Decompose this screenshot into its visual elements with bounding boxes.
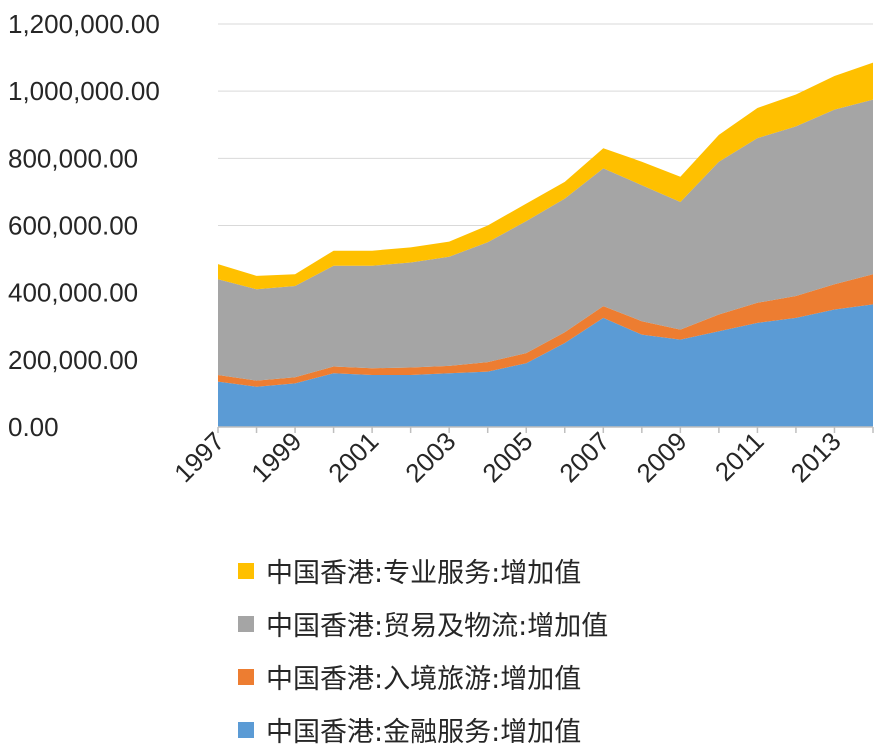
legend-label: 中国香港:金融服务:增加值 [266,717,582,748]
legend: 中国香港:专业服务:增加值 中国香港:贸易及物流:增加值 中国香港:入境旅游:增加值… [238,544,608,756]
axes [217,426,874,433]
x-tick-label: 1999 [245,426,307,488]
x-tick-label: 2003 [399,426,461,488]
legend-label: 中国香港:入境旅游:增加值 [266,664,582,695]
area-series-2 [218,99,873,381]
x-tick-label: 2005 [476,426,538,488]
y-tick-label: 1,200,000.00 [8,9,160,39]
y-tick-label: 0.00 [8,412,59,442]
y-tick-label: 1,000,000.00 [8,76,160,106]
legend-swatch [238,721,254,738]
y-axis-tick-labels: 0.00 200,000.00 400,000.00 600,000.00 800,00… [8,9,160,442]
y-tick-label: 800,000.00 [8,143,138,173]
legend-label: 中国香港:专业服务:增加值 [266,558,582,589]
legend-swatch [238,668,254,685]
x-tick-label: 2011 [709,426,770,487]
legend-item: 中国香港:入境旅游:增加值 [238,650,608,703]
legend-swatch [238,562,254,579]
legend-item: 中国香港:专业服务:增加值 [238,544,608,597]
x-tick-label: 2013 [785,426,847,488]
legend-swatch [238,615,254,632]
legend-item: 中国香港:金融服务:增加值 [238,703,608,756]
chart: 0.00 200,000.00 400,000.00 600,000.00 800,00… [8,9,874,488]
x-axis-tick-labels: 1997 1999 2001 2003 2005 2007 2009 2011 2013 [168,426,847,488]
legend-label: 中国香港:贸易及物流:增加值 [266,611,609,642]
x-tick-label: 2001 [322,426,384,488]
x-tick-label: 2009 [630,426,692,488]
legend-item: 中国香港:贸易及物流:增加值 [238,597,608,650]
y-tick-label: 600,000.00 [8,211,138,241]
x-tick-label: 1997 [168,426,230,488]
plot-area [218,62,873,427]
y-tick-label: 400,000.00 [8,278,138,308]
area-series-0 [218,304,873,427]
x-tick-label: 2007 [553,426,615,488]
y-tick-label: 200,000.00 [8,345,138,375]
